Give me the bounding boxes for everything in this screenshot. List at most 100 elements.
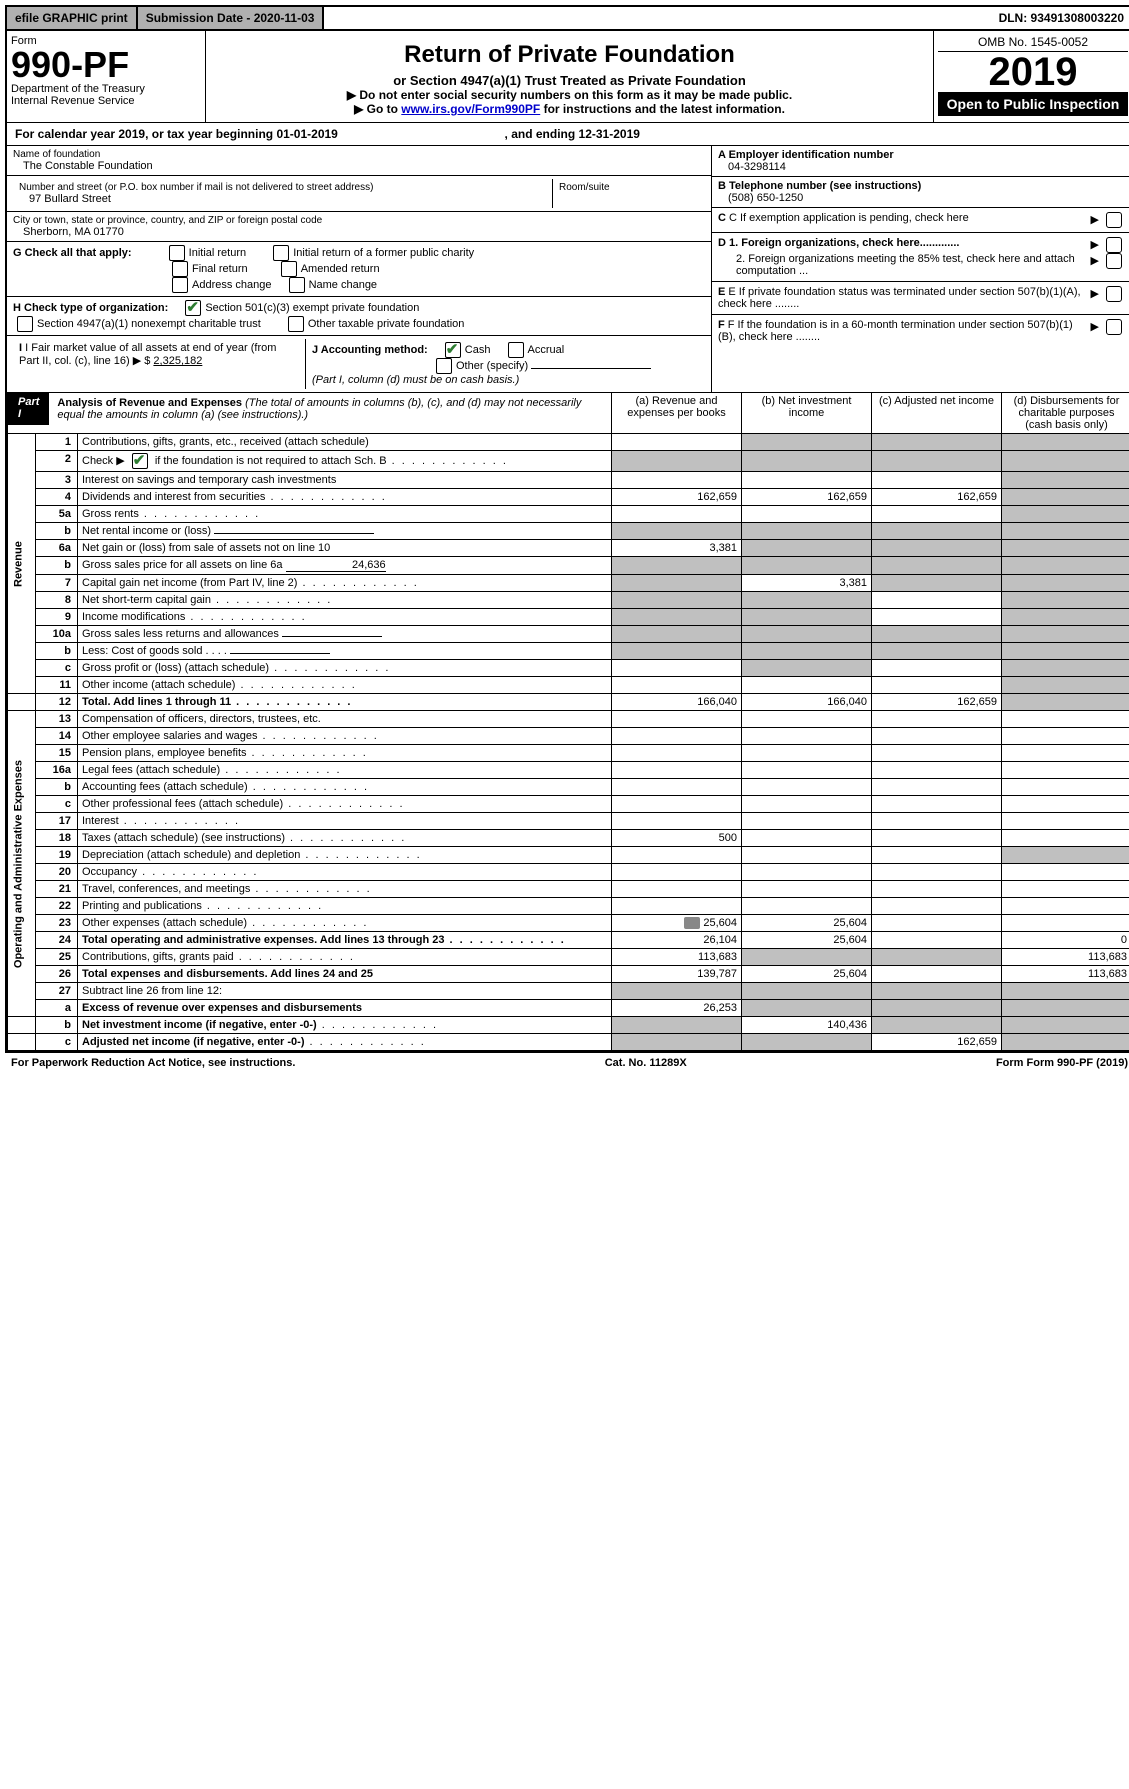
form-header: Form 990-PF Department of the Treasury I… [7,31,1129,122]
g-name-change-checkbox[interactable] [289,277,305,293]
open-public-label: Open to Public Inspection [938,92,1128,116]
r20-d: Occupancy [82,866,137,878]
r8-d: Net short-term capital gain [82,594,211,606]
footer-right-val: Form 990-PF (2019) [1027,1057,1128,1069]
r27b-desc: Net investment income (if negative, ente… [78,1017,612,1034]
r7-d: Capital gain net income (from Part IV, l… [82,577,297,589]
row-27a: aExcess of revenue over expenses and dis… [8,1000,1129,1017]
r1-desc: Contributions, gifts, grants, etc., rece… [78,434,612,451]
j-accrual-checkbox[interactable] [508,342,524,358]
irs-link[interactable]: www.irs.gov/Form990PF [401,102,540,116]
r15-num: 15 [36,745,78,762]
col-a-header: (a) Revenue and expenses per books [612,393,742,434]
r11-num: 11 [36,677,78,694]
r18-desc: Taxes (attach schedule) (see instruction… [78,830,612,847]
entity-left: Name of foundation The Constable Foundat… [7,146,711,392]
r2-post: if the foundation is not required to att… [152,455,387,467]
r24-d: Total operating and administrative expen… [82,934,444,946]
g-initial-former-checkbox[interactable] [273,245,289,261]
r18-d: Taxes (attach schedule) (see instruction… [82,832,285,844]
r5a-num: 5a [36,506,78,523]
r6a-a: 3,381 [612,540,742,557]
h-opt-3: Other taxable private foundation [308,318,465,330]
g-amended-checkbox[interactable] [281,261,297,277]
part1-label: Part I [8,393,49,425]
row-27: 27Subtract line 26 from line 12: [8,983,1129,1000]
r18-num: 18 [36,830,78,847]
r10b-d: Less: Cost of goods sold [82,645,202,657]
f-checkbox[interactable] [1106,319,1122,335]
g-initial-return-checkbox[interactable] [169,245,185,261]
r23-a: 25,604 [612,915,742,932]
j-cash-checkbox[interactable] [445,342,461,358]
j-other-checkbox[interactable] [436,358,452,374]
r19-desc: Depreciation (attach schedule) and deple… [78,847,612,864]
r5a-desc: Gross rents [78,506,612,523]
col-d-header: (d) Disbursements for charitable purpose… [1002,393,1129,434]
r10c-num: c [36,660,78,677]
r20-num: 20 [36,864,78,881]
efile-label: efile GRAPHIC print [7,7,138,29]
r15-d: Pension plans, employee benefits [82,747,247,759]
r16a-d: Legal fees (attach schedule) [82,764,220,776]
d2-checkbox[interactable] [1106,253,1122,269]
r23-d: Other expenses (attach schedule) [82,917,247,929]
j-cash: Cash [465,344,491,356]
row-10a: 10aGross sales less returns and allowanc… [8,626,1129,643]
h-other-taxable-checkbox[interactable] [288,316,304,332]
city-value: Sherborn, MA 01770 [13,226,705,238]
r5b-d: Net rental income or (loss) [82,525,211,537]
h-4947-checkbox[interactable] [17,316,33,332]
r2-checkbox[interactable] [132,453,148,469]
entity-right: A Employer identification number 04-3298… [711,146,1129,392]
row-10c: cGross profit or (loss) (attach schedule… [8,660,1129,677]
instr2-post: for instructions and the latest informat… [540,102,785,116]
r17-desc: Interest [78,813,612,830]
row-24: 24 Total operating and administrative exp… [8,932,1129,949]
row-14: 14Other employee salaries and wages [8,728,1129,745]
entity-info: Name of foundation The Constable Foundat… [7,146,1129,392]
c-checkbox[interactable] [1106,212,1122,228]
d2-text: 2. Foreign organizations meeting the 85%… [718,253,1084,277]
r12-num: 12 [36,694,78,711]
r2-pre: Check ▶ [82,455,128,467]
room-label: Room/suite [559,182,699,193]
revenue-side-label: Revenue [8,434,36,694]
r24-num: 24 [36,932,78,949]
r10b-num: b [36,643,78,660]
footer-mid: Cat. No. 11289X [605,1057,687,1069]
r16a-num: 16a [36,762,78,779]
r14-num: 14 [36,728,78,745]
e-checkbox[interactable] [1106,286,1122,302]
r18-a: 500 [612,830,742,847]
city-row: City or town, state or province, country… [7,212,711,242]
g-label: G Check all that apply: [13,247,132,259]
row-6b: bGross sales price for all assets on lin… [8,557,1129,575]
row-3: 3Interest on savings and temporary cash … [8,472,1129,489]
row-27b: bNet investment income (if negative, ent… [8,1017,1129,1034]
r12-b: 166,040 [742,694,872,711]
r19-d: Depreciation (attach schedule) and deple… [82,849,300,861]
g-opt-2: Final return [192,263,248,275]
calendar-year-row: For calendar year 2019, or tax year begi… [7,122,1129,146]
d1-checkbox[interactable] [1106,237,1122,253]
i-value: 2,325,182 [153,355,202,367]
row-23: 23Other expenses (attach schedule) 25,60… [8,915,1129,932]
g-final-return-checkbox[interactable] [172,261,188,277]
r23-desc: Other expenses (attach schedule) [78,915,612,932]
section-f: F F If the foundation is in a 60-month t… [712,315,1129,347]
h-501c3-checkbox[interactable] [185,300,201,316]
form-title: Return of Private Foundation [212,41,927,69]
r4-d: Dividends and interest from securities [82,491,265,503]
schedule-icon[interactable] [684,917,700,929]
col-c-header: (c) Adjusted net income [872,393,1002,434]
top-bar: efile GRAPHIC print Submission Date - 20… [7,7,1129,31]
r7-num: 7 [36,575,78,592]
form-container: efile GRAPHIC print Submission Date - 20… [5,5,1129,1053]
form-subtitle: or Section 4947(a)(1) Trust Treated as P… [212,73,927,88]
r10c-desc: Gross profit or (loss) (attach schedule) [78,660,612,677]
name-label: Name of foundation [13,149,705,160]
row-6a: 6aNet gain or (loss) from sale of assets… [8,540,1129,557]
g-address-change-checkbox[interactable] [172,277,188,293]
r27a-num: a [36,1000,78,1017]
